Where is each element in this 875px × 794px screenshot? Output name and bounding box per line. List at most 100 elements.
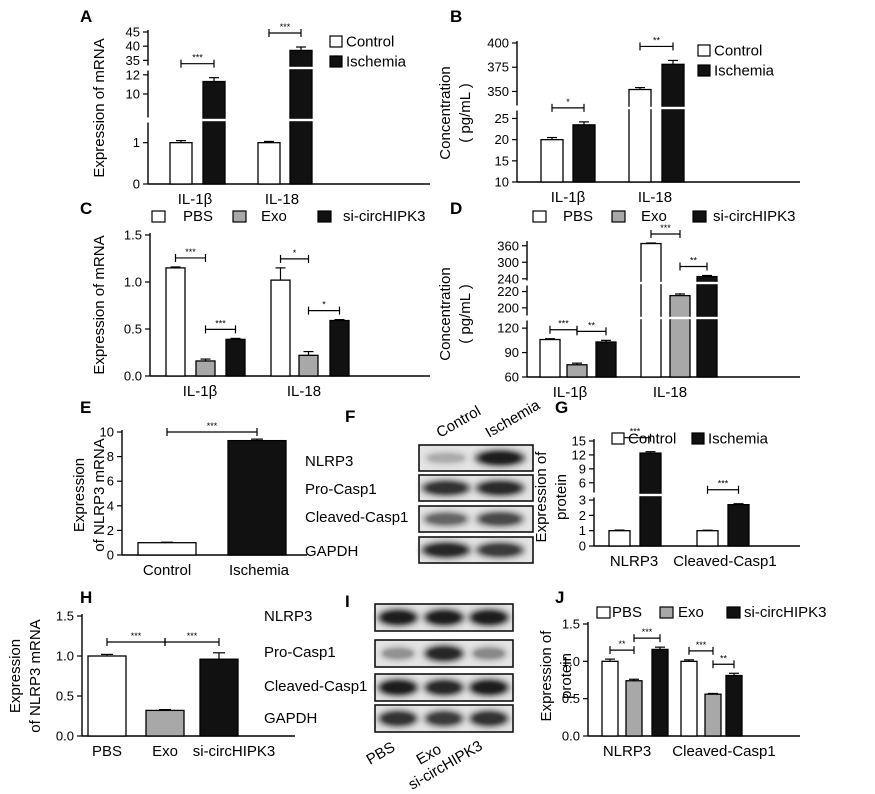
- significance-label: **: [720, 653, 728, 663]
- y-tick-label: 1.0: [56, 649, 74, 664]
- x-tick-label: IL-18: [653, 384, 687, 401]
- y-tick-label: 1.5: [562, 617, 580, 632]
- bar: [137, 542, 197, 556]
- y-tick-label: 120: [497, 321, 519, 336]
- y-tick-label: 15: [495, 153, 509, 168]
- y-tick-label: 1.0: [124, 275, 142, 290]
- y-tick-label: 240: [497, 271, 519, 286]
- blot-row-label: NLRP3: [264, 608, 312, 625]
- bar-break: [639, 493, 662, 497]
- blot-row-label: Pro-Casp1: [305, 481, 377, 498]
- y-tick-label: 0.0: [56, 729, 74, 744]
- panel-label-d: D: [450, 199, 462, 218]
- bar: [669, 294, 691, 378]
- significance-label: ***: [660, 223, 671, 233]
- y-tick-label: 1: [133, 135, 140, 150]
- y-tick-label: 10: [495, 175, 509, 190]
- y-axis-label: Expression of NLRP3 mRNA: [71, 438, 108, 551]
- y-tick-label: 12: [126, 67, 140, 82]
- blot-bands: [378, 710, 509, 727]
- x-tick-label: IL-1β: [183, 383, 218, 400]
- bar: [628, 88, 652, 183]
- bar: [298, 354, 319, 377]
- legend-swatch: [611, 432, 625, 445]
- bar: [680, 660, 698, 737]
- bar-break: [628, 106, 652, 110]
- bar: [270, 279, 291, 377]
- blot-band-core: [474, 713, 504, 724]
- y-tick-label: 4: [107, 498, 114, 513]
- bar-break: [640, 316, 662, 320]
- x-tick-label: Exo: [152, 743, 178, 760]
- blot-band-core: [474, 649, 504, 658]
- legend-swatch: [232, 210, 247, 223]
- y-tick-label: 0.5: [562, 691, 580, 706]
- blot-panel-f: F NLRP3 Pro-Casp1 Cleaved-Casp1 GAPDH Control…: [305, 396, 544, 564]
- panel-label-j: J: [555, 588, 564, 607]
- significance-label: *: [293, 248, 297, 258]
- legend-swatch: [692, 210, 707, 223]
- panel-label-f: F: [345, 407, 355, 426]
- blot-band-core: [427, 514, 465, 524]
- bar: [640, 242, 662, 378]
- y-tick-label: 2: [579, 508, 586, 523]
- blot-lane-label: si-circHIPK3: [406, 737, 486, 793]
- chart-panel-b: B 10 15 20 25 350 375 400 Concentration( pg/mL )…: [437, 7, 800, 206]
- panel-label-a: A: [80, 7, 92, 26]
- y-tick-label: 3: [579, 493, 586, 508]
- blot-band-core: [474, 682, 504, 693]
- legend-swatch: [329, 55, 343, 68]
- legend-label: Control: [628, 431, 676, 448]
- x-tick-label: IL-1β: [178, 191, 213, 208]
- significance-label: **: [588, 320, 596, 330]
- y-tick-label: 350: [487, 84, 509, 99]
- blot-row-label: GAPDH: [264, 710, 317, 727]
- bar: [725, 674, 743, 737]
- x-tick-label: IL-1β: [551, 189, 586, 206]
- legend-swatch: [726, 606, 741, 619]
- y-tick-label: 40: [126, 39, 140, 54]
- panel-label-e: E: [80, 398, 91, 417]
- y-tick-label: 1.5: [56, 609, 74, 624]
- x-tick-label: Cleaved-Casp1: [672, 743, 775, 760]
- blot-band-core: [383, 649, 413, 658]
- chart-panel-c: C 0.0 0.5 1.0 1.5 Expression of mRNA IL-1β IL-1…: [80, 199, 430, 400]
- blot-band-core: [429, 612, 459, 623]
- y-tick-label: 2: [107, 523, 114, 538]
- bar-break: [640, 281, 662, 285]
- bar: [661, 63, 685, 183]
- legend-label: PBS: [183, 208, 213, 225]
- bar: [727, 504, 750, 547]
- legend-swatch: [329, 35, 343, 48]
- x-tick-label: Control: [143, 562, 191, 579]
- legend-label: Exo: [678, 604, 704, 621]
- legend-label: Ischemia: [346, 54, 407, 71]
- y-tick-label: 45: [126, 25, 140, 40]
- y-axis-label: Expression of mRNA: [91, 38, 108, 177]
- y-tick-label: 10: [100, 425, 114, 440]
- legend-swatch: [691, 432, 705, 445]
- bar: [625, 680, 643, 737]
- bar-break: [661, 106, 685, 110]
- y-axis-label: Expression of mRNA: [91, 235, 108, 374]
- blot-row-label: NLRP3: [305, 453, 353, 470]
- blot-bands: [380, 645, 507, 662]
- significance-label: ***: [558, 319, 569, 329]
- y-tick-label: 220: [497, 284, 519, 299]
- bar: [540, 138, 564, 183]
- y-tick-label: 12: [572, 447, 586, 462]
- bar: [195, 360, 216, 377]
- y-tick-label: 15: [572, 434, 586, 449]
- legend-label: Ischemia: [714, 63, 775, 80]
- blot-row-label: Cleaved-Casp1: [305, 509, 408, 526]
- y-tick-label: 0: [107, 548, 114, 563]
- legend-swatch: [659, 606, 674, 619]
- significance-label: **: [618, 639, 626, 649]
- blot-band-core: [429, 648, 459, 659]
- legend-label: si-circHIPK3: [343, 208, 426, 225]
- significance-label: ***: [718, 479, 729, 489]
- significance-label: *: [566, 97, 570, 107]
